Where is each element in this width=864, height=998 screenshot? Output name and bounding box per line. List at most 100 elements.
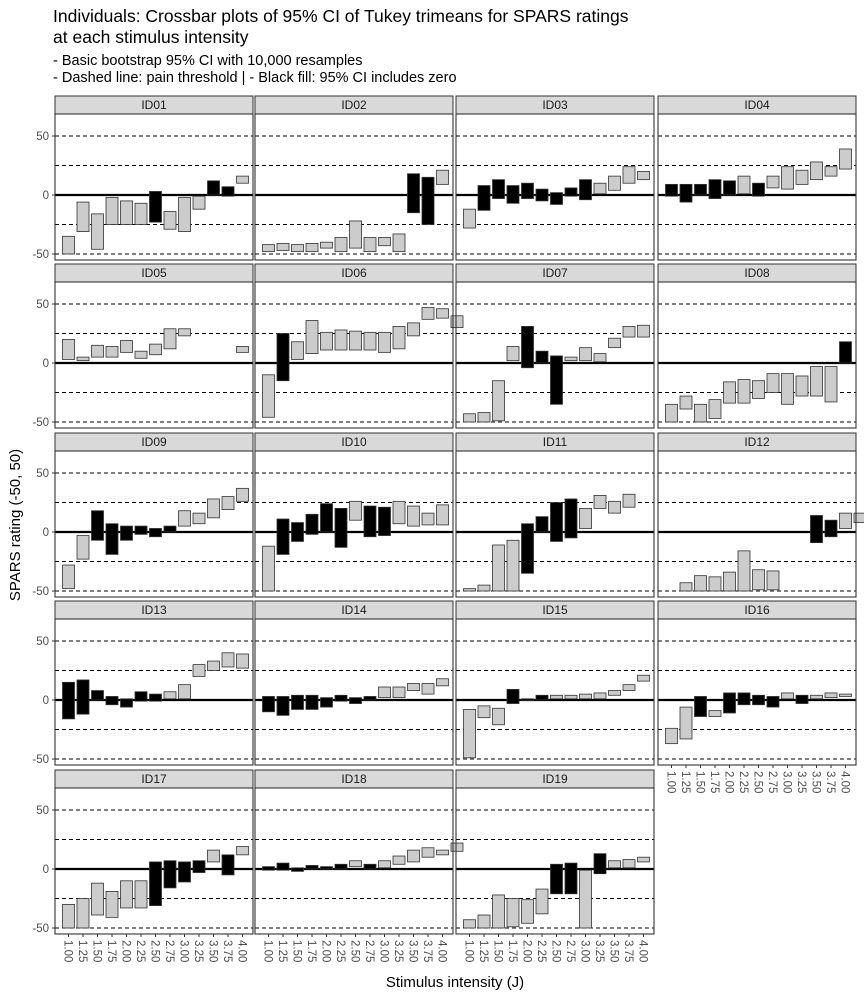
- crossbar-ID15-3.75: [622, 684, 636, 691]
- panel-border-ID13: [54, 618, 254, 766]
- crossbar-ID04-1.75: [708, 179, 722, 199]
- crossbar-ID04-3.25: [795, 169, 809, 185]
- y-tick-label: 0: [43, 864, 49, 876]
- y-tick-label: 50: [36, 299, 49, 311]
- crossbar-ID17-1.75: [105, 891, 119, 918]
- crossbar-ID08-3.75: [824, 366, 838, 403]
- crossbar-ID05-4.00: [236, 346, 249, 353]
- crossbar-ID02-3.00: [378, 237, 391, 247]
- crossbar-ID15-1.50: [492, 707, 505, 726]
- crossbar-ID08-1.50: [694, 403, 707, 423]
- crossbar-ID04-4.00: [839, 148, 852, 170]
- crossbar-ID09-2.50: [149, 528, 162, 538]
- crossbar-ID19-1.75: [506, 898, 520, 928]
- crossbar-ID02-2.75: [363, 237, 377, 253]
- x-tick-label: 4.00: [637, 940, 649, 962]
- crossbar-ID03-2.75: [564, 187, 578, 197]
- x-tick-label: 1.25: [477, 940, 489, 962]
- crossbar-ID14-1.50: [291, 694, 304, 710]
- x-tick-label: 2.25: [535, 940, 547, 962]
- crossbar-ID04-1.00: [665, 183, 678, 197]
- crossbar-ID05-3.00: [178, 328, 191, 337]
- crossbar-ID19-3.75: [622, 859, 636, 869]
- crossbar-ID13-3.00: [178, 684, 191, 700]
- x-tick-label: 2.75: [363, 940, 375, 962]
- crossbar-ID14-1.25: [276, 696, 290, 716]
- crossbar-ID10-3.50: [407, 505, 420, 527]
- chart-subtitle-line-1: - Basic bootstrap 95% CI with 10,000 res…: [53, 53, 363, 69]
- facet-label-ID07: ID07: [542, 266, 568, 280]
- crossbar-ID17-3.50: [207, 849, 220, 863]
- x-tick-label: 2.25: [737, 771, 749, 793]
- crossbar-ID09-1.00: [62, 564, 75, 590]
- crossbar-ID05-2.75: [163, 328, 177, 350]
- x-tick-label: 3.00: [579, 940, 591, 962]
- crossbar-ID11-2.50: [550, 502, 563, 542]
- x-tick-label: 1.50: [291, 940, 303, 962]
- crossbar-ID18-1.25: [276, 862, 290, 871]
- crossbar-ID02-4.00: [436, 169, 449, 185]
- crossbar-ID07-1.00: [463, 413, 476, 423]
- crossbar-ID10-4.00: [436, 504, 449, 526]
- facet-label-ID01: ID01: [141, 98, 167, 112]
- panel-border-ID12: [657, 450, 857, 598]
- crossbar-ID11-2.75: [564, 498, 578, 539]
- x-tick-label: 3.75: [622, 940, 634, 962]
- crossbar-ID15-2.75: [564, 694, 578, 700]
- crossbar-ID16-1.00: [665, 727, 678, 745]
- crossbar-ID01-3.25: [192, 195, 206, 210]
- crossbar-ID07-3.00: [579, 347, 592, 362]
- facet-label-ID11: ID11: [543, 435, 568, 449]
- crossbar-ID10-2.00: [320, 503, 333, 533]
- crossbar-ID04-2.25: [737, 175, 751, 195]
- x-tick-label: 1.50: [91, 940, 103, 962]
- x-tick-label: 1.75: [105, 940, 117, 962]
- crossbar-ID17-1.00: [62, 904, 75, 929]
- panel-border-ID02: [254, 113, 454, 261]
- crossbar-ID12-2.00: [723, 571, 736, 592]
- crossbar-ID12-4.25: [853, 512, 864, 523]
- crossbar-ID14-1.75: [305, 694, 319, 710]
- crossbar-ID15-2.00: [521, 698, 534, 701]
- crossbar-ID13-3.50: [207, 660, 220, 671]
- y-tick-label: 50: [36, 805, 49, 817]
- chart-subtitle: - Basic bootstrap 95% CI with 10,000 res…: [53, 53, 457, 87]
- crossbar-ID07-3.75: [622, 326, 636, 338]
- x-tick-label: 1.00: [665, 771, 677, 793]
- crossbar-ID18-4.00: [436, 849, 449, 856]
- crossbar-ID18-2.00: [320, 866, 333, 870]
- x-tick-label: 2.25: [134, 940, 146, 962]
- facet-label-ID15: ID15: [542, 603, 568, 617]
- facet-label-ID17: ID17: [141, 772, 167, 786]
- crossbar-ID04-2.75: [766, 175, 780, 189]
- crossbar-ID06-1.50: [291, 341, 304, 360]
- crossbar-ID07-2.25: [535, 350, 549, 364]
- crossbar-ID10-2.25: [334, 507, 348, 548]
- panel-border-ID07: [455, 281, 655, 429]
- crossbar-ID01-2.25: [134, 202, 148, 225]
- crossbar-ID01-3.75: [221, 186, 235, 197]
- crossbar-ID10-3.25: [392, 500, 406, 525]
- crossbar-ID16-2.75: [766, 696, 780, 708]
- crossbar-ID02-3.50: [407, 173, 420, 214]
- crossbar-ID01-3.00: [178, 196, 191, 232]
- crossbar-ID14-3.50: [407, 683, 420, 691]
- crossbar-ID02-2.25: [334, 237, 348, 253]
- crossbar-ID15-3.00: [579, 693, 592, 700]
- x-tick-label: 1.00: [262, 940, 274, 962]
- crossbar-ID15-3.50: [608, 690, 621, 696]
- crossbar-ID09-3.75: [221, 496, 235, 510]
- crossbar-ID11-1.25: [477, 584, 491, 592]
- crossbar-ID16-1.75: [708, 710, 722, 717]
- x-tick-label: 3.50: [207, 940, 219, 962]
- x-tick-label: 4.00: [436, 940, 448, 962]
- crossbar-ID18-3.25: [392, 855, 406, 865]
- crossbar-ID14-3.75: [421, 683, 435, 695]
- crossbar-ID02-3.75: [421, 176, 435, 225]
- crossbar-ID14-2.75: [363, 696, 377, 701]
- crossbar-ID06-2.25: [334, 329, 348, 351]
- panel-border-ID11: [455, 450, 655, 598]
- crossbar-ID06-4.00: [436, 308, 449, 319]
- x-axis-title: Stimulus intensity (J): [386, 974, 524, 991]
- y-tick-label: -50: [32, 249, 49, 261]
